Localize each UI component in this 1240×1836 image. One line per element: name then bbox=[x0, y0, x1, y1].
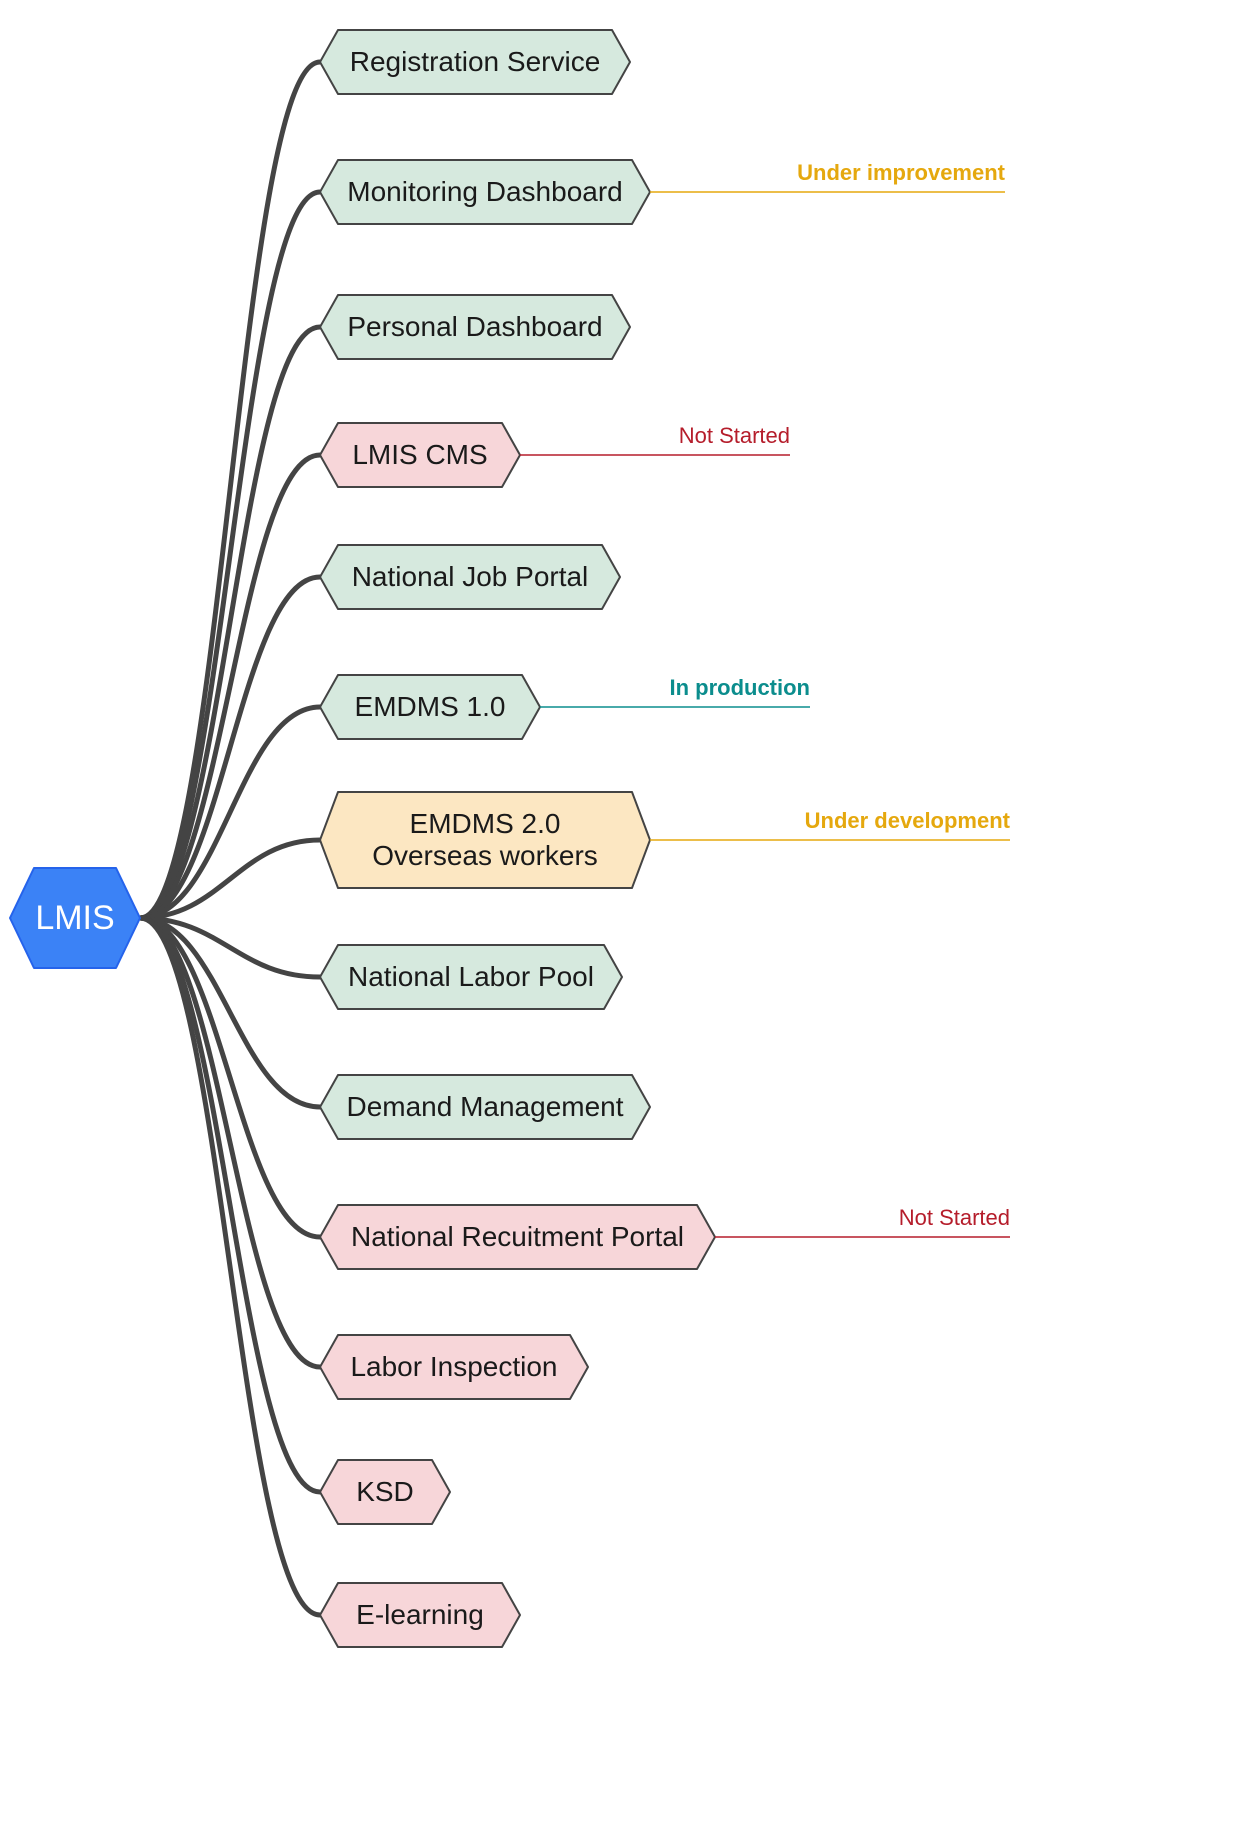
child-label-labor-inspection: Labor Inspection bbox=[320, 1335, 588, 1399]
child-label-demand-management: Demand Management bbox=[320, 1075, 650, 1139]
status-emdms-1-0: In production bbox=[590, 675, 810, 701]
child-label-national-job-portal: National Job Portal bbox=[320, 545, 620, 609]
child-label-monitoring-dashboard: Monitoring Dashboard bbox=[320, 160, 650, 224]
connections-layer bbox=[0, 0, 1240, 1836]
child-label-emdms-2-0: EMDMS 2.0Overseas workers bbox=[320, 792, 650, 888]
child-label-personal-dashboard: Personal Dashboard bbox=[320, 295, 630, 359]
status-monitoring-dashboard: Under improvement bbox=[785, 160, 1005, 186]
child-label-e-learning: E-learning bbox=[320, 1583, 520, 1647]
child-label-ksd: KSD bbox=[320, 1460, 450, 1524]
status-emdms-2-0: Under development bbox=[790, 808, 1010, 834]
child-label-registration-service: Registration Service bbox=[320, 30, 630, 94]
child-label-national-recruitment-portal: National Recuitment Portal bbox=[320, 1205, 715, 1269]
child-label-emdms-1-0: EMDMS 1.0 bbox=[320, 675, 540, 739]
child-label-lmis-cms: LMIS CMS bbox=[320, 423, 520, 487]
status-national-recruitment-portal: Not Started bbox=[790, 1205, 1010, 1231]
diagram-canvas: { "canvas": { "width": 1240, "height": 1… bbox=[0, 0, 1240, 1836]
child-label-national-labor-pool: National Labor Pool bbox=[320, 945, 622, 1009]
root-label: LMIS bbox=[10, 868, 140, 968]
status-lmis-cms: Not Started bbox=[570, 423, 790, 449]
